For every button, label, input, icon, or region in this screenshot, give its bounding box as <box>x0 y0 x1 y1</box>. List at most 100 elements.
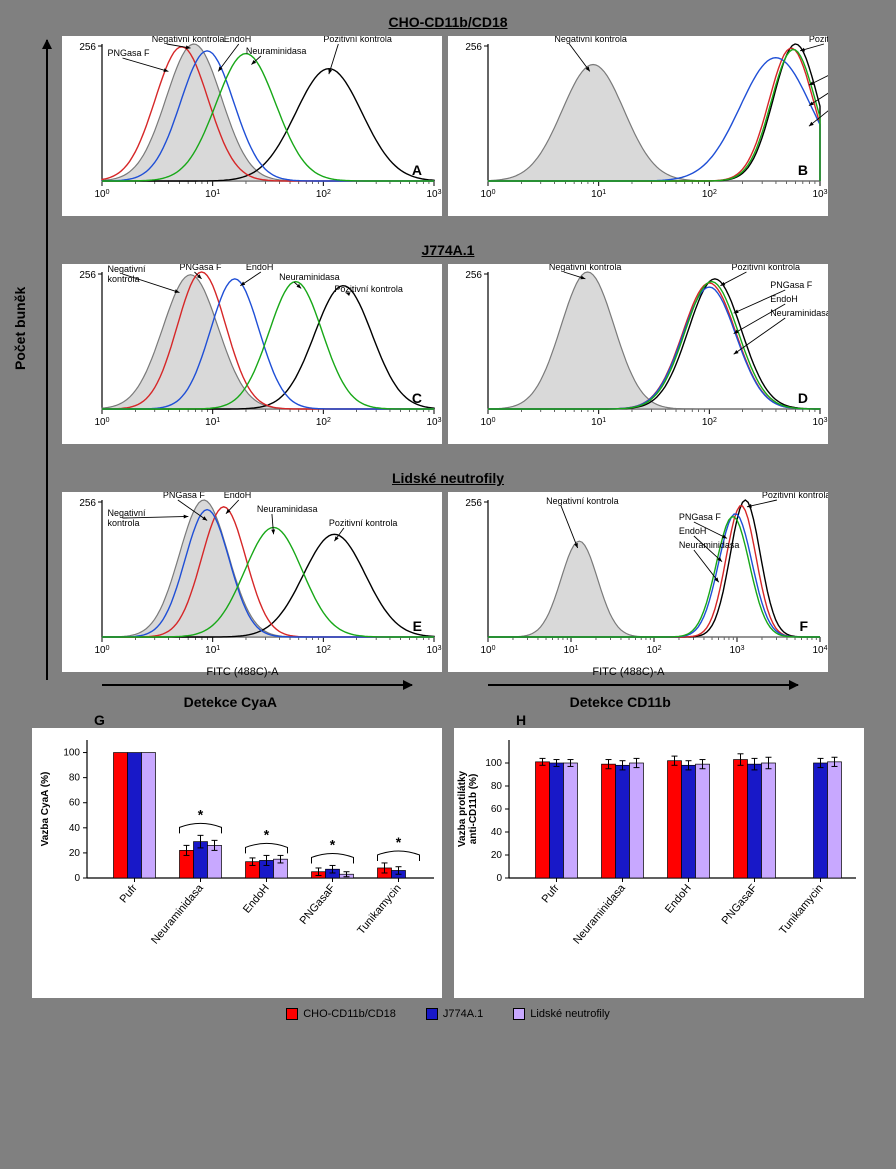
y-axis-arrow <box>46 40 48 680</box>
svg-text:PNGasa F: PNGasa F <box>163 492 206 500</box>
svg-text:Pozitivní kontrola: Pozitivní kontrola <box>334 284 403 294</box>
svg-text:Neuraminidasa: Neuraminidasa <box>770 308 828 318</box>
legend: CHO-CD11b/CD18 J774A.1 Lidské neutrofily <box>0 1008 896 1020</box>
legend-label: J774A.1 <box>443 1008 483 1020</box>
svg-text:256: 256 <box>465 498 482 509</box>
bar <box>564 763 578 878</box>
svg-text:Neuraminidasa: Neuraminidasa <box>246 46 307 56</box>
x-axis-arrow <box>102 684 412 686</box>
svg-text:Negativní kontrola: Negativní kontrola <box>554 36 627 44</box>
bar <box>734 760 748 878</box>
svg-text:102: 102 <box>646 645 661 657</box>
panel-letter: H <box>516 712 526 728</box>
svg-text:103: 103 <box>812 417 827 429</box>
svg-text:80: 80 <box>491 781 503 792</box>
histogram-panel-B: 256 100 101 102 103 Negativní kontrola Pozitiv… <box>448 36 828 216</box>
svg-text:*: * <box>330 836 336 852</box>
bar-row: G020406080100Vazba CyaA (%)Pufr*Neuramin… <box>12 728 884 998</box>
svg-text:100: 100 <box>94 189 109 201</box>
svg-text:C: C <box>412 390 422 406</box>
svg-text:D: D <box>798 390 808 406</box>
legend-item: CHO-CD11b/CD18 <box>286 1008 396 1020</box>
svg-text:101: 101 <box>591 189 606 201</box>
bar-holder: H020406080100Vazba protilátkyanti-CD11b … <box>454 728 864 998</box>
bar <box>668 761 682 878</box>
svg-text:100: 100 <box>63 748 80 759</box>
svg-text:Negativní: Negativní <box>108 264 147 274</box>
histogram-row: 256100101102103NegativníkontrolaPNGasa F… <box>62 264 828 444</box>
svg-text:EndoH: EndoH <box>224 36 252 44</box>
svg-text:F: F <box>799 618 808 634</box>
svg-text:Pozitivní kontrola: Pozitivní kontrola <box>762 492 828 500</box>
svg-text:EndoH: EndoH <box>679 526 707 536</box>
svg-text:100: 100 <box>480 417 495 429</box>
bar-holder: G020406080100Vazba CyaA (%)Pufr*Neuramin… <box>32 728 442 998</box>
xlabel-col: Detekce CD11b <box>570 694 671 710</box>
svg-text:80: 80 <box>69 773 81 784</box>
section-title: J774A.1 <box>0 242 896 258</box>
svg-text:Pozitivní kontrola: Pozitivní kontrola <box>731 264 800 272</box>
svg-text:100: 100 <box>480 645 495 657</box>
ylabel-global: Počet buněk <box>12 287 28 370</box>
bar <box>762 763 776 878</box>
legend-item: Lidské neutrofily <box>513 1008 610 1020</box>
svg-text:Tunikamycin: Tunikamycin <box>355 882 404 937</box>
svg-text:40: 40 <box>69 823 81 834</box>
svg-text:103: 103 <box>426 189 441 201</box>
svg-text:100: 100 <box>94 417 109 429</box>
panel-letter: G <box>94 712 105 728</box>
legend-label: Lidské neutrofily <box>530 1008 610 1020</box>
svg-text:100: 100 <box>480 189 495 201</box>
svg-text:102: 102 <box>316 417 331 429</box>
svg-text:PNGasaF: PNGasaF <box>720 882 760 927</box>
svg-text:0: 0 <box>74 873 80 884</box>
svg-text:256: 256 <box>465 270 482 281</box>
svg-text:100: 100 <box>485 758 502 769</box>
svg-text:102: 102 <box>316 645 331 657</box>
svg-text:256: 256 <box>79 498 96 509</box>
svg-text:EndoH: EndoH <box>246 264 274 272</box>
svg-text:EndoH: EndoH <box>241 882 272 916</box>
svg-text:104: 104 <box>812 645 827 657</box>
svg-text:102: 102 <box>702 189 717 201</box>
legend-swatch <box>513 1008 525 1020</box>
legend-swatch <box>286 1008 298 1020</box>
svg-text:EndoH: EndoH <box>663 882 694 916</box>
bar <box>114 753 128 878</box>
svg-text:256: 256 <box>79 42 96 53</box>
svg-text:101: 101 <box>205 645 220 657</box>
svg-text:Negativní kontrola: Negativní kontrola <box>152 36 225 44</box>
svg-text:101: 101 <box>205 417 220 429</box>
svg-text:101: 101 <box>205 189 220 201</box>
svg-text:B: B <box>798 162 808 178</box>
svg-text:256: 256 <box>465 42 482 53</box>
svg-text:Negativní kontrola: Negativní kontrola <box>546 496 619 506</box>
fitc-label: FITC (488C)-A <box>592 666 664 678</box>
svg-text:Neuraminidasa: Neuraminidasa <box>257 504 318 514</box>
svg-text:Vazba CyaA (%): Vazba CyaA (%) <box>40 772 51 847</box>
fitc-label: FITC (488C)-A <box>206 666 278 678</box>
svg-text:20: 20 <box>491 850 503 861</box>
svg-text:100: 100 <box>94 645 109 657</box>
svg-text:60: 60 <box>491 804 503 815</box>
svg-text:Pufr: Pufr <box>118 882 140 905</box>
svg-text:*: * <box>264 826 270 842</box>
histogram-panel-F: 256100101102103104Negativní kontrolaPozi… <box>448 492 828 672</box>
bar <box>602 764 616 878</box>
svg-text:Pozitivní kontrola: Pozitivní kontrola <box>809 36 828 44</box>
svg-text:0: 0 <box>496 873 502 884</box>
svg-text:101: 101 <box>563 645 578 657</box>
histogram-panel-C: 256100101102103NegativníkontrolaPNGasa F… <box>62 264 442 444</box>
svg-text:PNGasaF: PNGasaF <box>298 882 338 927</box>
svg-text:Negativní: Negativní <box>108 508 147 518</box>
histogram-panel-D: 256100101102103Negativní kontrolaPozitiv… <box>448 264 828 444</box>
legend-swatch <box>426 1008 438 1020</box>
svg-text:*: * <box>198 806 204 822</box>
section-title: Lidské neutrofily <box>0 470 896 486</box>
svg-text:60: 60 <box>69 798 81 809</box>
svg-text:103: 103 <box>426 417 441 429</box>
bar <box>630 763 644 878</box>
svg-text:PNGasa F: PNGasa F <box>770 280 813 290</box>
svg-text:103: 103 <box>812 189 827 201</box>
svg-text:*: * <box>396 834 402 850</box>
